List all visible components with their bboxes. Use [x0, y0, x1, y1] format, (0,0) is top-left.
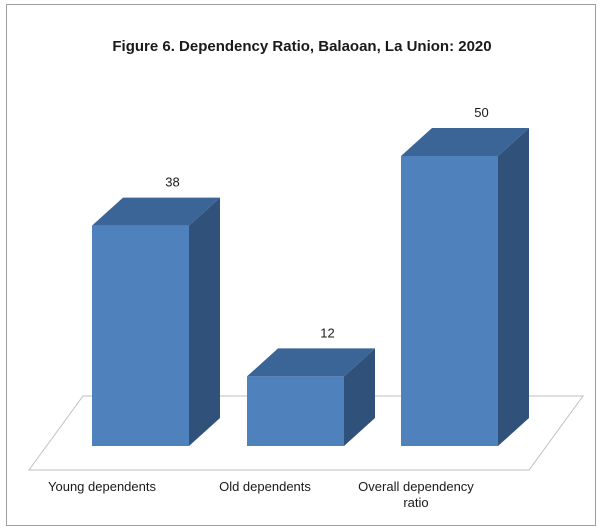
bar-front-face [247, 376, 344, 446]
category-label-1: Young dependents [48, 479, 156, 494]
bar-front-face [401, 156, 498, 446]
bar-side-face [498, 128, 529, 446]
bar-side-face [189, 197, 220, 446]
bar-2 [247, 348, 375, 446]
category-label-2: Old dependents [219, 479, 311, 494]
data-label-2: 12 [320, 325, 334, 340]
bar-side-face [344, 348, 375, 446]
category-label-line: ratio [403, 495, 428, 510]
bar-front-face [92, 225, 189, 446]
bar-top-face [401, 128, 529, 156]
bar-top-face [247, 348, 375, 377]
data-label-3: 50 [474, 105, 488, 120]
bars-group: 38 Young dependents 12 Old dependents 50 Over… [48, 105, 529, 510]
category-label-line: Overall dependency [358, 479, 474, 494]
category-label-3: Overall dependency ratio [358, 479, 474, 510]
category-label-line: Old dependents [219, 479, 311, 494]
bar-top-face [92, 197, 220, 226]
chart-title: Figure 6. Dependency Ratio, Balaoan, La … [112, 38, 491, 55]
chart-frame: Figure 6. Dependency Ratio, Balaoan, La … [6, 4, 596, 526]
data-label-1: 38 [165, 175, 179, 190]
bar-3 [401, 128, 529, 446]
bar-1 [92, 197, 220, 446]
chart-svg: Figure 6. Dependency Ratio, Balaoan, La … [28, 38, 584, 510]
category-label-line: Young dependents [48, 479, 156, 494]
